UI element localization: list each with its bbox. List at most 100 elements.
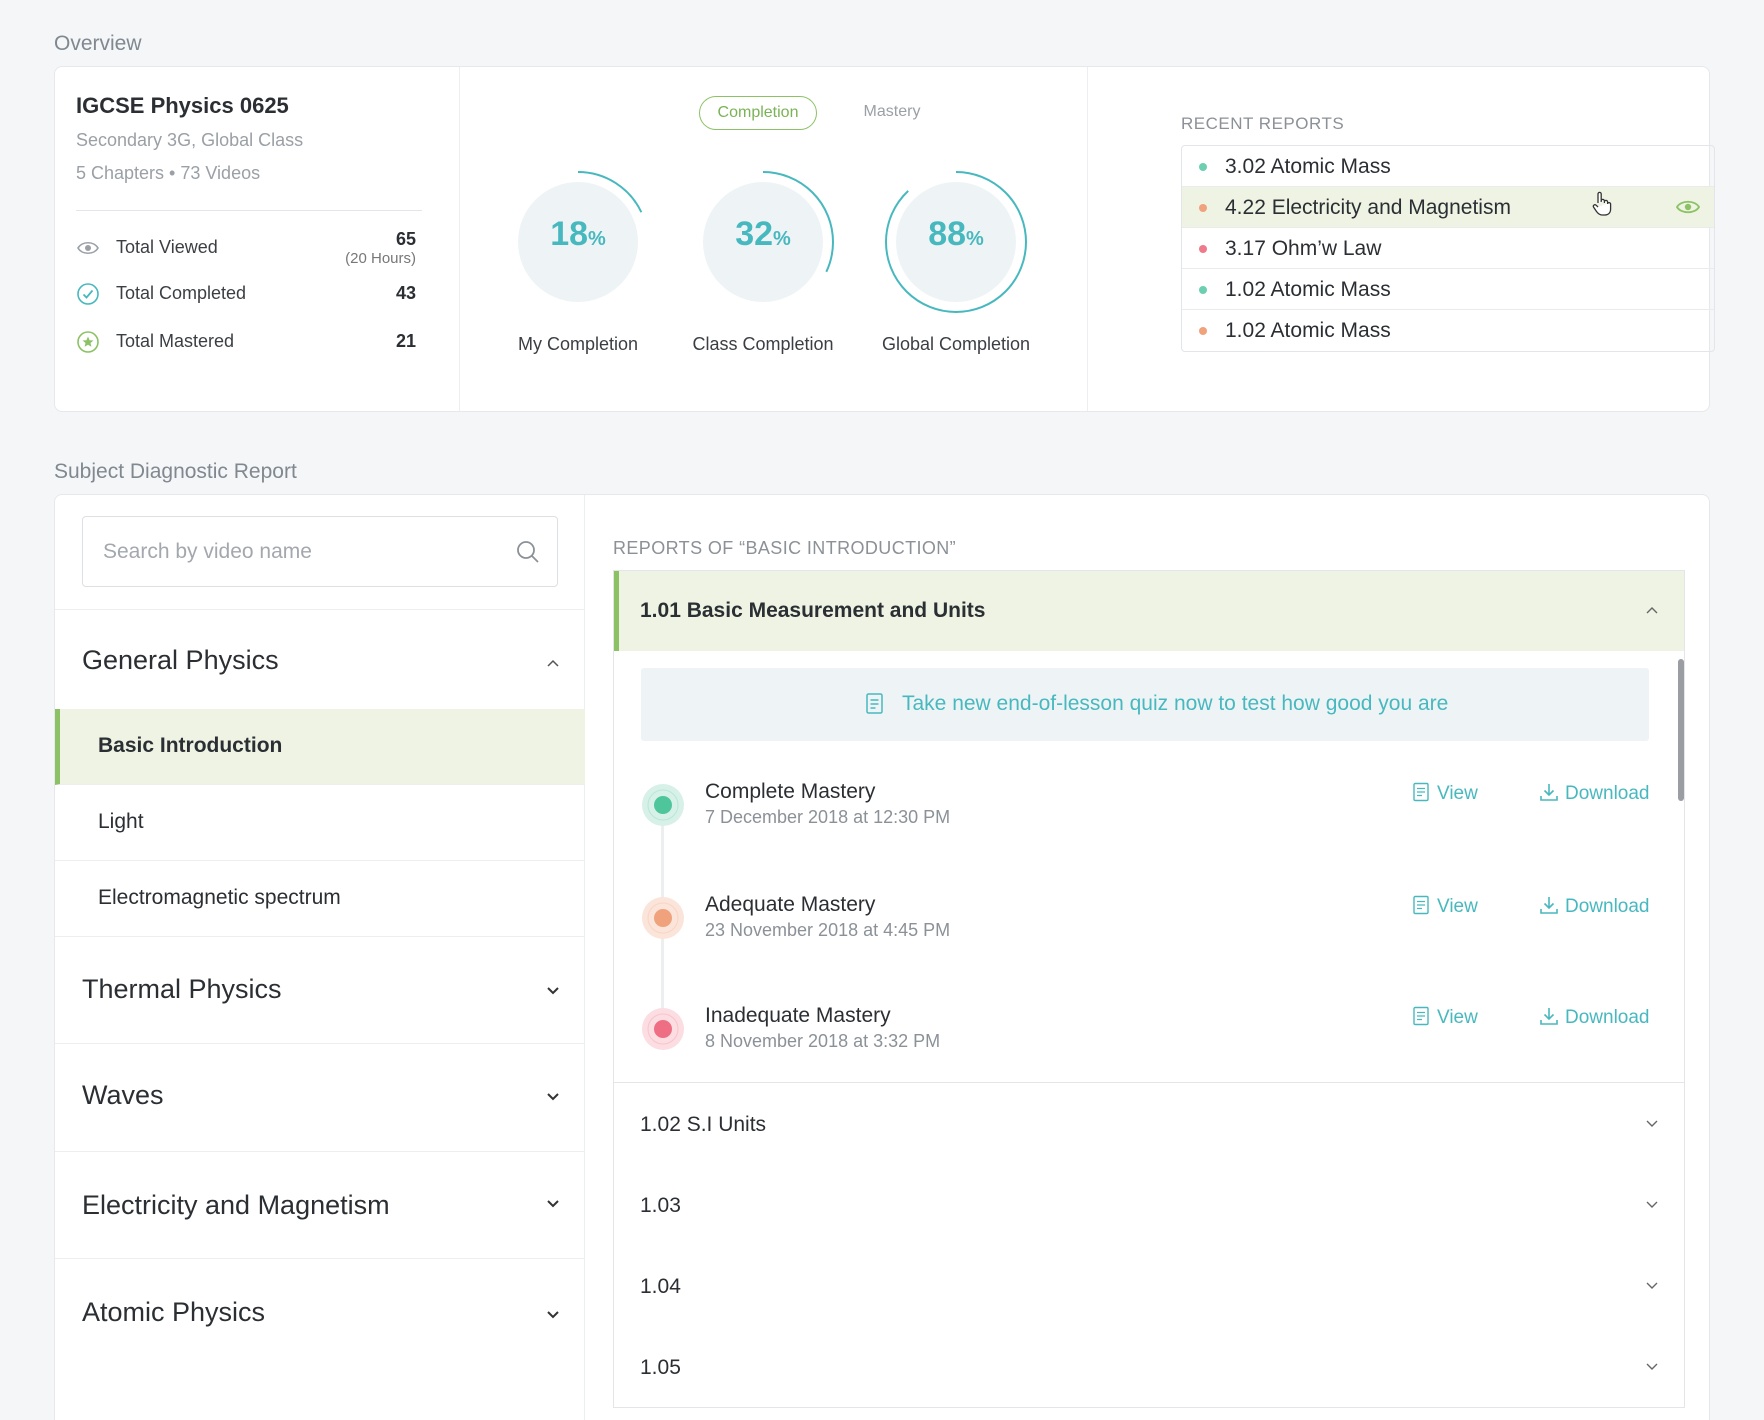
stat-total-viewed: Total Viewed 65 (20 Hours) — [76, 229, 416, 267]
topic-waves[interactable]: Waves — [55, 1044, 585, 1152]
entry-title: Adequate Mastery — [705, 893, 876, 916]
recent-report-label: 3.02 Atomic Mass — [1225, 155, 1391, 178]
eye-icon — [77, 241, 99, 255]
progress-ring — [885, 171, 1027, 313]
reports-panel: REPORTS OF “BASIC INTRODUCTION” 1.01 Bas… — [585, 495, 1709, 1420]
my-completion-ring: 18% — [503, 167, 653, 317]
recent-report-label: 4.22 Electricity and Magnetism — [1225, 196, 1511, 219]
recent-reports: RECENT REPORTS 3.02 Atomic Mass 4.22 Ele… — [1088, 67, 1715, 411]
report-entry: Adequate Mastery 23 November 2018 at 4:4… — [614, 893, 1684, 963]
course-title: IGCSE Physics 0625 — [76, 93, 289, 118]
chevron-down-icon — [1646, 1201, 1658, 1208]
divider — [55, 609, 585, 610]
recent-report-item[interactable]: 4.22 Electricity and Magnetism — [1182, 187, 1714, 228]
topic-thermal-physics[interactable]: Thermal Physics — [55, 937, 585, 1044]
report-accordion-open: 1.01 Basic Measurement and Units Take ne… — [613, 570, 1685, 1083]
global-completion-ring: 88% — [881, 167, 1031, 317]
stat-value: 21 — [395, 331, 416, 351]
progress-ring — [692, 171, 834, 313]
document-icon — [1413, 895, 1429, 915]
mastery-marker — [642, 1008, 684, 1050]
quiz-text: Take new end-of-lesson quiz now to test … — [902, 692, 1449, 715]
chevron-down-icon — [1646, 1282, 1658, 1289]
stat-label: Total Completed — [116, 283, 247, 303]
topic-sidebar: General Physics Basic Introduction Light… — [55, 495, 585, 1420]
document-icon — [1413, 782, 1429, 802]
chevron-down-icon — [547, 987, 559, 995]
toggle-mastery[interactable]: Mastery — [863, 103, 921, 120]
view-link[interactable]: View — [1411, 782, 1478, 806]
diagnostic-section-title: Subject Diagnostic Report — [54, 460, 297, 483]
subtopic-label: Basic Introduction — [98, 734, 283, 757]
entry-title: Inadequate Mastery — [705, 1004, 891, 1027]
status-dot — [1199, 204, 1207, 212]
recent-report-item[interactable]: 1.02 Atomic Mass — [1182, 310, 1714, 351]
recent-report-item[interactable]: 3.17 Ohm’w Law — [1182, 228, 1714, 269]
accordion-title: 1.04 — [640, 1275, 681, 1298]
chevron-down-icon — [547, 1311, 559, 1319]
scrollbar[interactable] — [1678, 659, 1684, 801]
download-link[interactable]: Download — [1539, 1006, 1650, 1030]
diagnostic-card: General Physics Basic Introduction Light… — [54, 494, 1710, 1420]
search-icon[interactable] — [515, 539, 541, 565]
accordion-title: 1.03 — [640, 1194, 681, 1217]
topic-label: Thermal Physics — [82, 974, 282, 1004]
report-accordion-item[interactable]: 1.05 — [613, 1326, 1685, 1408]
stat-label: Total Mastered — [116, 331, 235, 351]
view-link[interactable]: View — [1411, 895, 1478, 919]
entry-date: 8 November 2018 at 3:32 PM — [705, 1031, 941, 1051]
toggle-completion[interactable]: Completion — [699, 96, 817, 130]
status-dot — [1199, 245, 1207, 253]
topic-label: Atomic Physics — [82, 1297, 266, 1327]
topic-electricity-and-magnetism[interactable]: Electricity and Magnetism — [55, 1152, 585, 1259]
download-link[interactable]: Download — [1539, 782, 1650, 806]
download-link[interactable]: Download — [1539, 895, 1650, 919]
overview-section-title: Overview — [54, 32, 142, 55]
subtopic-basic-introduction[interactable]: Basic Introduction — [55, 709, 585, 785]
search-input[interactable] — [103, 517, 503, 586]
download-icon — [1540, 1008, 1558, 1025]
recent-report-label: 1.02 Atomic Mass — [1225, 319, 1391, 342]
chevron-down-icon — [547, 1200, 559, 1208]
status-dot — [1199, 163, 1207, 171]
topic-label: General Physics — [82, 645, 279, 675]
subtopic-light[interactable]: Light — [55, 785, 585, 861]
subtopic-electromagnetic-spectrum[interactable]: Electromagnetic spectrum — [55, 861, 585, 937]
course-summary: IGCSE Physics 0625 Secondary 3G, Global … — [55, 67, 460, 411]
completion-panel: Completion Mastery 18% My Completion 32%… — [460, 67, 1088, 411]
mastery-marker — [642, 897, 684, 939]
star-circle-icon — [77, 331, 99, 353]
document-icon — [1413, 1006, 1429, 1026]
report-accordion-item[interactable]: 1.02 S.I Units — [613, 1083, 1685, 1165]
recent-report-item[interactable]: 3.02 Atomic Mass — [1182, 146, 1714, 187]
search-box — [82, 516, 558, 587]
quiz-banner[interactable]: Take new end-of-lesson quiz now to test … — [641, 668, 1649, 741]
topic-atomic-physics[interactable]: Atomic Physics — [55, 1259, 585, 1369]
ring-label: Global Completion — [881, 334, 1031, 354]
mastery-marker — [642, 784, 684, 826]
chevron-up-icon — [547, 659, 559, 667]
chevron-up-icon — [1646, 607, 1658, 614]
progress-ring — [507, 171, 649, 313]
report-entry: Complete Mastery 7 December 2018 at 12:3… — [614, 780, 1684, 850]
subtopic-label: Electromagnetic spectrum — [98, 886, 341, 909]
chevron-down-icon — [1646, 1363, 1658, 1370]
ring-value: 32% — [735, 215, 791, 253]
topic-general-physics[interactable]: General Physics — [55, 609, 585, 717]
chevron-down-icon — [547, 1093, 559, 1101]
class-completion-ring: 32% — [688, 167, 838, 317]
stat-sub: (20 Hours) — [345, 250, 416, 267]
download-icon — [1540, 784, 1558, 801]
download-icon — [1540, 897, 1558, 914]
accordion-title: 1.05 — [640, 1356, 681, 1379]
recent-report-item[interactable]: 1.02 Atomic Mass — [1182, 269, 1714, 310]
view-link[interactable]: View — [1411, 1006, 1478, 1030]
check-circle-icon — [77, 283, 99, 305]
report-accordion-item[interactable]: 1.04 — [613, 1245, 1685, 1327]
subtopic-label: Light — [98, 810, 144, 833]
divider — [76, 210, 422, 211]
eye-icon[interactable] — [1676, 197, 1700, 217]
accordion-header[interactable]: 1.01 Basic Measurement and Units — [614, 571, 1684, 651]
report-accordion-item[interactable]: 1.03 — [613, 1164, 1685, 1246]
entry-date: 23 November 2018 at 4:45 PM — [705, 920, 951, 940]
